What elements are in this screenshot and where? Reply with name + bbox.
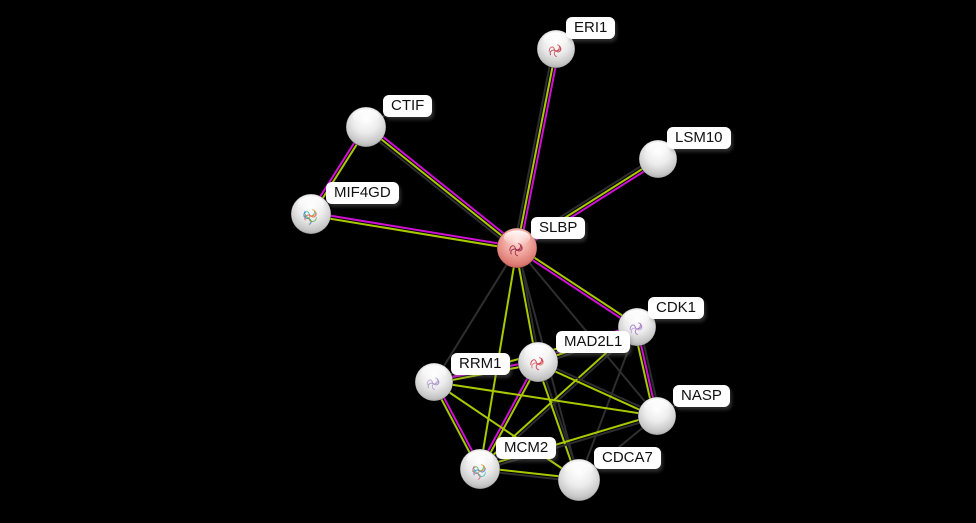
edge-line-lime [365,126,518,249]
edge-line-black [433,247,518,383]
sphere-gloss-highlight [644,399,670,413]
sphere-gloss-highlight [352,109,380,124]
protein-structure-squiggle [472,465,481,480]
sphere-gloss-highlight [565,461,593,477]
edge-line-magenta [367,123,520,247]
node-CTIF[interactable] [345,106,387,148]
protein-structure-squiggle [509,244,522,251]
sphere-gloss-highlight [645,142,671,156]
edge-MAD2L1-MCM2[interactable] [477,360,541,471]
edge-line-black [578,326,638,481]
node-label-NASP[interactable]: NASP [673,385,730,407]
node-label-RRM1[interactable]: RRM1 [451,353,510,375]
edge-SLBP-CDK1[interactable] [515,245,639,330]
edge-RRM1-CDCA7[interactable] [433,381,580,481]
node-label-MCM2[interactable]: MCM2 [496,437,557,459]
node-label-MAD2L1[interactable]: MAD2L1 [556,331,631,353]
edge-line-lime [433,381,658,417]
sphere-gloss-highlight [543,32,569,46]
edge-line-lime [433,381,580,481]
edge-line-magenta [515,248,637,330]
edge-MIF4GD-SLBP[interactable] [310,211,518,251]
node-MAD2L1[interactable] [517,341,559,383]
node-label-ERI1[interactable]: ERI1 [566,17,616,39]
node-layer [290,29,678,502]
edge-line-lime [536,362,657,419]
node-LSM10[interactable] [638,139,678,179]
protein-structure-squiggle [303,210,316,217]
protein-structure-squiggle [553,44,561,58]
edge-MAD2L1-NASP[interactable] [536,359,659,419]
node-CDCA7[interactable] [557,458,601,502]
node-label-LSM10[interactable]: LSM10 [667,127,731,149]
edge-line-lime [310,214,517,251]
protein-structure-squiggle [548,46,560,52]
edge-line-black [513,48,555,248]
node-MCM2[interactable] [459,448,501,490]
sphere-gloss-highlight [524,344,552,359]
edge-line-lime [480,362,541,471]
node-SLBP[interactable] [496,227,538,269]
edge-ERI1-SLBP[interactable] [513,48,560,249]
protein-structure-squiggle [303,210,312,225]
protein-structure-squiggle [431,377,439,391]
protein-structure-squiggle [535,357,544,371]
protein-structure-squiggle [426,379,438,385]
protein-structure-squiggle [472,465,485,472]
edge-line-magenta [518,49,560,249]
edge-CTIF-SLBP[interactable] [363,123,520,252]
protein-structure-squiggle [304,213,317,222]
node-label-CDK1[interactable]: CDK1 [648,297,705,319]
node-label-CDCA7[interactable]: CDCA7 [594,447,661,469]
edge-line-lime [516,48,557,249]
sphere-gloss-highlight [466,451,494,466]
sphere-gloss-highlight [297,196,325,211]
sphere-gloss-highlight [624,310,650,324]
node-label-CTIF[interactable]: CTIF [383,95,433,117]
edge-line-black [538,359,659,416]
node-NASP[interactable] [637,396,677,436]
node-label-SLBP[interactable]: SLBP [531,217,586,239]
edge-line-black [480,416,658,472]
sphere-gloss-highlight [503,230,531,245]
protein-structure-squiggle [634,322,642,336]
protein-structure-squiggle [473,468,486,477]
edge-line-magenta [311,211,518,248]
edge-line-magenta [477,360,538,469]
edge-SLBP-RRM1[interactable] [433,247,518,383]
node-MIF4GD[interactable] [290,193,332,235]
edge-line-black [363,128,516,252]
node-RRM1[interactable] [414,362,454,402]
protein-structure-squiggle [629,324,641,330]
node-ERI1[interactable] [536,29,576,69]
node-label-MIF4GD[interactable]: MIF4GD [326,182,399,204]
protein-structure-squiggle [514,243,523,257]
label-connector-layer [310,34,680,481]
edge-line-lime [517,245,639,327]
sphere-gloss-highlight [421,365,447,379]
protein-structure-squiggle [530,358,543,365]
edge-RRM1-NASP[interactable] [433,381,658,417]
edge-CDK1-CDCA7[interactable] [578,326,638,481]
